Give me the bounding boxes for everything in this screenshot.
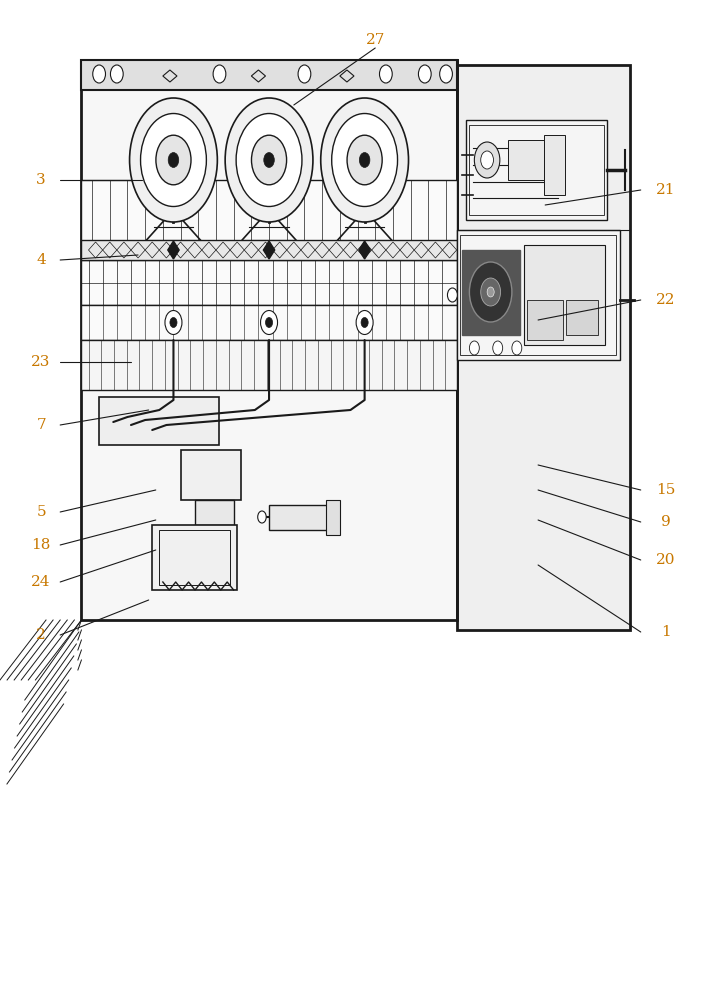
Circle shape bbox=[493, 341, 503, 355]
Circle shape bbox=[447, 288, 457, 302]
Text: 5: 5 bbox=[36, 505, 46, 519]
Bar bbox=[524, 245, 605, 345]
Bar bbox=[152, 525, 237, 590]
Text: 24: 24 bbox=[31, 575, 51, 589]
Circle shape bbox=[140, 113, 207, 207]
Circle shape bbox=[236, 113, 302, 207]
Circle shape bbox=[258, 511, 266, 523]
Text: 27: 27 bbox=[365, 33, 385, 47]
Text: 18: 18 bbox=[31, 538, 51, 552]
Circle shape bbox=[440, 65, 452, 83]
Bar bbox=[81, 240, 457, 260]
Circle shape bbox=[298, 65, 311, 83]
Bar bbox=[457, 65, 630, 630]
Bar bbox=[81, 260, 457, 305]
Circle shape bbox=[469, 341, 479, 355]
Text: 1: 1 bbox=[661, 625, 670, 639]
Polygon shape bbox=[168, 241, 179, 259]
Bar bbox=[81, 180, 457, 245]
Bar bbox=[466, 120, 607, 220]
Circle shape bbox=[266, 318, 273, 328]
Bar bbox=[99, 397, 219, 445]
Bar bbox=[81, 340, 457, 390]
Text: 20: 20 bbox=[656, 553, 675, 567]
Circle shape bbox=[347, 135, 382, 185]
Circle shape bbox=[261, 310, 278, 334]
Circle shape bbox=[512, 341, 522, 355]
Bar bbox=[469, 125, 604, 215]
Circle shape bbox=[130, 98, 217, 222]
Text: 15: 15 bbox=[656, 483, 675, 497]
Circle shape bbox=[110, 65, 123, 83]
Bar bbox=[195, 500, 234, 525]
Polygon shape bbox=[462, 250, 520, 335]
Circle shape bbox=[213, 65, 226, 83]
Bar bbox=[527, 300, 563, 340]
Text: 21: 21 bbox=[656, 183, 675, 197]
Bar bbox=[81, 60, 457, 620]
Bar bbox=[81, 305, 457, 340]
Bar bbox=[566, 300, 598, 335]
Circle shape bbox=[481, 151, 493, 169]
Circle shape bbox=[469, 262, 512, 322]
Circle shape bbox=[93, 65, 105, 83]
Circle shape bbox=[170, 318, 177, 328]
Circle shape bbox=[169, 153, 178, 167]
Bar bbox=[457, 230, 620, 360]
Bar bbox=[269, 505, 329, 530]
Circle shape bbox=[379, 65, 392, 83]
Circle shape bbox=[251, 135, 287, 185]
Text: 23: 23 bbox=[31, 355, 51, 369]
Circle shape bbox=[264, 153, 274, 167]
Bar bbox=[508, 140, 544, 180]
Bar bbox=[181, 450, 241, 500]
Circle shape bbox=[321, 98, 409, 222]
Circle shape bbox=[481, 278, 501, 306]
Text: 3: 3 bbox=[36, 173, 46, 187]
Circle shape bbox=[156, 135, 191, 185]
Circle shape bbox=[356, 310, 373, 334]
Text: 4: 4 bbox=[36, 253, 46, 267]
Bar bbox=[81, 60, 457, 90]
Circle shape bbox=[331, 113, 398, 207]
Bar bbox=[326, 500, 340, 535]
Bar bbox=[159, 530, 230, 585]
Text: 9: 9 bbox=[661, 515, 670, 529]
Circle shape bbox=[360, 153, 370, 167]
Circle shape bbox=[225, 98, 313, 222]
Polygon shape bbox=[263, 241, 275, 259]
Text: 2: 2 bbox=[36, 628, 46, 642]
Text: 7: 7 bbox=[36, 418, 46, 432]
Bar bbox=[460, 235, 616, 355]
Circle shape bbox=[165, 310, 182, 334]
Circle shape bbox=[487, 287, 494, 297]
Bar bbox=[544, 135, 565, 195]
Circle shape bbox=[361, 318, 368, 328]
Text: 22: 22 bbox=[656, 293, 675, 307]
Circle shape bbox=[418, 65, 431, 83]
Circle shape bbox=[474, 142, 500, 178]
Polygon shape bbox=[359, 241, 370, 259]
